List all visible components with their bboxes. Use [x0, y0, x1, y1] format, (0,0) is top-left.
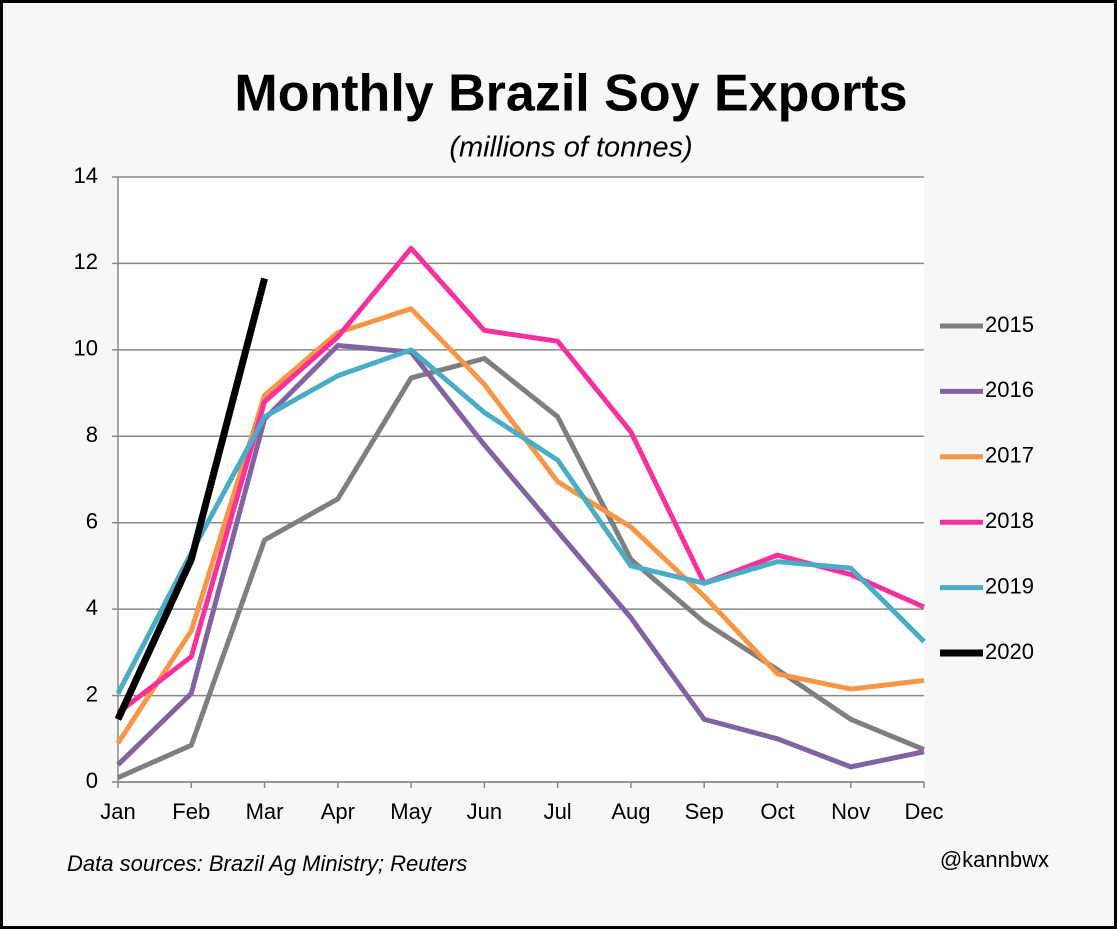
y-tick-label: 14: [74, 163, 98, 188]
x-tick-label: Aug: [611, 799, 650, 824]
x-tick-label: Oct: [760, 799, 794, 824]
y-tick-label: 12: [74, 249, 98, 274]
x-tick-label: Dec: [904, 799, 943, 824]
x-tick-label: May: [390, 799, 432, 824]
x-tick-label: Apr: [321, 799, 355, 824]
chart: Monthly Brazil Soy Exports (millions of …: [67, 65, 1049, 876]
source-note: Data sources: Brazil Ag Ministry; Reuter…: [67, 851, 467, 876]
legend-label: 2018: [985, 508, 1034, 533]
series-line: [116, 343, 925, 770]
legend-label: 2017: [985, 443, 1034, 468]
credit: @kannbwx: [940, 847, 1049, 872]
y-tick-label: 4: [86, 595, 98, 620]
x-tick-label: Feb: [172, 799, 210, 824]
y-tick-label: 2: [86, 681, 98, 706]
chart-title: Monthly Brazil Soy Exports: [234, 65, 907, 123]
x-tick-label: Sep: [685, 799, 724, 824]
legend-label: 2016: [985, 377, 1034, 402]
series-line: [114, 277, 268, 721]
y-tick-label: 0: [86, 768, 98, 793]
series-line: [115, 347, 926, 695]
y-tick-label: 10: [74, 336, 98, 361]
x-tick-label: Jan: [100, 799, 135, 824]
x-tick-label: Jul: [544, 799, 572, 824]
plot-area: [118, 177, 924, 782]
legend-label: 2019: [985, 573, 1034, 598]
legend-label: 2020: [985, 639, 1034, 664]
chart-subtitle: (millions of tonnes): [449, 132, 692, 164]
x-tick-label: Nov: [831, 799, 870, 824]
x-tick-label: Jun: [467, 799, 502, 824]
y-tick-label: 8: [86, 422, 98, 447]
legend-label: 2015: [985, 312, 1034, 337]
x-tick-label: Mar: [246, 799, 284, 824]
y-tick-label: 6: [86, 509, 98, 534]
